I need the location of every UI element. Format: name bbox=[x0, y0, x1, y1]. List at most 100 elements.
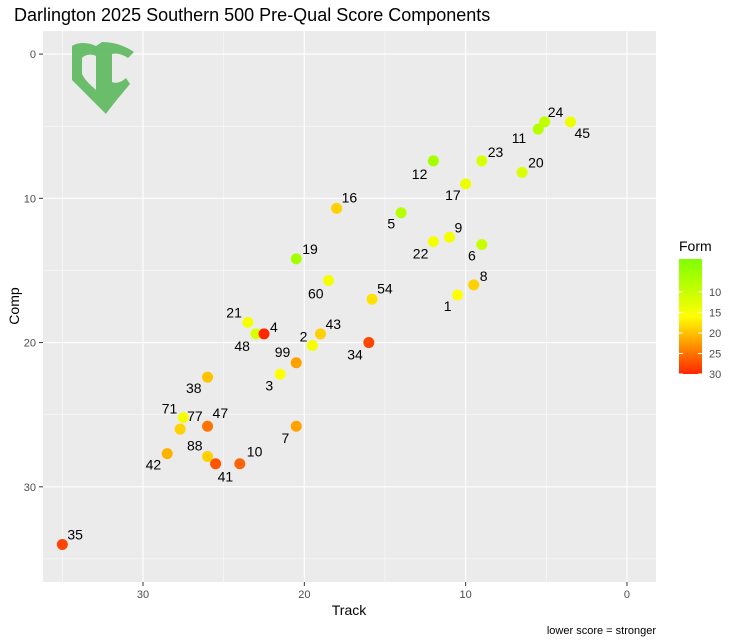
point-label: 10 bbox=[247, 444, 263, 460]
point-label: 7 bbox=[281, 430, 289, 446]
point-label: 16 bbox=[342, 189, 358, 205]
data-point bbox=[234, 458, 246, 470]
data-points bbox=[56, 116, 577, 550]
point-label: 60 bbox=[308, 286, 324, 302]
point-label: 24 bbox=[548, 104, 564, 120]
point-label: 17 bbox=[445, 187, 461, 203]
data-point bbox=[210, 458, 222, 470]
data-point bbox=[202, 371, 214, 383]
legend-tick-label: 15 bbox=[709, 307, 721, 319]
legend-title: Form bbox=[679, 238, 712, 254]
x-axis-ticks: 30 20 10 0 bbox=[137, 582, 630, 601]
y-axis-title: Comp bbox=[6, 287, 22, 325]
point-label: 2 bbox=[300, 328, 308, 344]
x-tick-label: 20 bbox=[298, 589, 310, 601]
data-point bbox=[444, 231, 456, 243]
data-point bbox=[323, 275, 335, 287]
point-label: 21 bbox=[226, 304, 242, 320]
data-point bbox=[250, 328, 262, 340]
point-label: 47 bbox=[213, 405, 229, 421]
plot-panel bbox=[43, 31, 656, 582]
data-point bbox=[452, 289, 464, 301]
logo-shield-icon bbox=[72, 42, 134, 114]
legend-ticks: 10 15 20 25 30 bbox=[679, 287, 721, 381]
point-label: 35 bbox=[67, 526, 83, 542]
data-point bbox=[274, 368, 286, 380]
point-label: 19 bbox=[302, 241, 318, 257]
legend-colorbar bbox=[679, 259, 702, 374]
point-label: 34 bbox=[347, 347, 363, 363]
data-point bbox=[427, 155, 439, 167]
grid-lines bbox=[43, 31, 656, 582]
legend-tick-label: 20 bbox=[709, 328, 721, 340]
data-point bbox=[202, 420, 214, 432]
data-point bbox=[395, 207, 407, 219]
point-label: 3 bbox=[265, 377, 273, 393]
x-axis-title: Track bbox=[332, 602, 367, 618]
data-point bbox=[468, 279, 480, 291]
chart-title: Darlington 2025 Southern 500 Pre-Qual Sc… bbox=[14, 5, 490, 25]
legend-tick-label: 25 bbox=[709, 348, 721, 360]
point-label: 22 bbox=[413, 246, 429, 262]
data-point bbox=[314, 328, 326, 340]
data-point bbox=[202, 451, 214, 463]
data-point bbox=[539, 116, 551, 128]
data-point bbox=[177, 412, 189, 424]
point-label: 88 bbox=[187, 438, 203, 454]
data-point bbox=[476, 238, 488, 250]
legend-tick-label: 10 bbox=[709, 287, 721, 299]
point-label: 41 bbox=[218, 469, 234, 485]
legend: Form 10 15 20 25 30 bbox=[679, 238, 721, 381]
point-label: 6 bbox=[468, 247, 476, 263]
legend-tick-label: 30 bbox=[709, 369, 721, 381]
point-labels: 24 45 11 23 12 20 17 16 5 9 22 6 19 8 60 54 1 21 48 4 43 2 34 9… bbox=[67, 104, 590, 543]
data-point bbox=[290, 253, 302, 265]
data-point bbox=[331, 202, 343, 214]
data-point bbox=[258, 328, 270, 340]
data-point bbox=[161, 448, 173, 460]
bc-shield-logo: BC bbox=[72, 42, 134, 114]
data-point bbox=[427, 236, 439, 248]
point-label: 20 bbox=[528, 154, 544, 170]
data-point bbox=[290, 420, 302, 432]
point-label: 45 bbox=[575, 125, 591, 141]
point-label: 77 bbox=[187, 408, 203, 424]
data-point bbox=[476, 155, 488, 167]
data-point bbox=[460, 178, 472, 190]
point-label: 42 bbox=[146, 457, 162, 473]
data-point bbox=[532, 123, 544, 135]
x-tick-label: 10 bbox=[460, 589, 472, 601]
y-tick-label: 0 bbox=[30, 49, 36, 61]
point-label: 71 bbox=[162, 401, 178, 417]
point-label: 1 bbox=[444, 298, 452, 314]
point-label: 4 bbox=[270, 319, 278, 335]
point-label: 23 bbox=[488, 144, 504, 160]
x-tick-label: 30 bbox=[137, 589, 149, 601]
point-label: 12 bbox=[412, 166, 428, 182]
data-point bbox=[363, 337, 375, 349]
chart-caption: lower score = stronger bbox=[547, 625, 656, 637]
data-point bbox=[565, 116, 577, 128]
data-point bbox=[174, 423, 186, 435]
data-point bbox=[366, 293, 378, 305]
data-point bbox=[242, 316, 254, 328]
point-label: 8 bbox=[480, 268, 488, 284]
point-label: 99 bbox=[275, 344, 291, 360]
y-tick-label: 20 bbox=[24, 338, 36, 350]
data-point bbox=[56, 538, 68, 550]
point-label: 48 bbox=[234, 338, 250, 354]
point-label: 9 bbox=[455, 219, 463, 235]
point-label: 38 bbox=[186, 380, 202, 396]
y-tick-label: 10 bbox=[24, 193, 36, 205]
point-label: 5 bbox=[387, 216, 395, 232]
point-label: 43 bbox=[325, 316, 341, 332]
y-tick-label: 30 bbox=[24, 482, 36, 494]
data-point bbox=[290, 357, 302, 369]
y-axis-ticks: 0 10 20 30 bbox=[24, 49, 43, 494]
point-label: 54 bbox=[377, 280, 393, 296]
x-tick-label: 0 bbox=[624, 589, 630, 601]
data-point bbox=[306, 339, 318, 351]
data-point bbox=[516, 166, 528, 178]
point-label: 11 bbox=[512, 130, 527, 146]
